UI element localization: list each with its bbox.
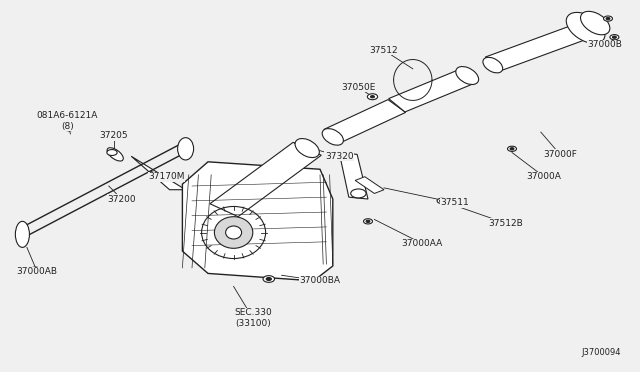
Polygon shape: [388, 70, 476, 112]
Ellipse shape: [295, 138, 319, 158]
Ellipse shape: [226, 226, 242, 239]
Ellipse shape: [580, 12, 610, 35]
Polygon shape: [485, 26, 584, 71]
Circle shape: [65, 126, 74, 131]
Circle shape: [107, 150, 117, 155]
Polygon shape: [339, 153, 368, 199]
Circle shape: [440, 200, 444, 202]
Ellipse shape: [566, 12, 605, 44]
Circle shape: [606, 17, 610, 20]
Ellipse shape: [322, 129, 344, 145]
Text: B: B: [51, 117, 54, 122]
Polygon shape: [324, 100, 406, 142]
Text: 37512B: 37512B: [488, 219, 523, 228]
Circle shape: [266, 278, 271, 280]
Circle shape: [32, 270, 38, 273]
Circle shape: [604, 16, 612, 21]
Text: 37000F: 37000F: [543, 150, 577, 159]
Text: 37170M: 37170M: [148, 172, 185, 181]
Circle shape: [612, 36, 616, 38]
Circle shape: [510, 148, 514, 150]
Ellipse shape: [456, 67, 479, 84]
Text: 37000AA: 37000AA: [402, 239, 443, 248]
Text: 37320: 37320: [325, 152, 353, 161]
Circle shape: [437, 198, 446, 203]
Text: 37000AB: 37000AB: [17, 267, 58, 276]
Ellipse shape: [178, 138, 193, 160]
Text: 37050E: 37050E: [341, 83, 376, 92]
Polygon shape: [210, 142, 321, 217]
Text: 37000A: 37000A: [527, 172, 561, 181]
Text: 37205: 37205: [100, 131, 128, 140]
Circle shape: [508, 146, 516, 151]
Text: 37000B: 37000B: [588, 40, 622, 49]
Polygon shape: [182, 162, 333, 281]
Circle shape: [47, 117, 58, 123]
Circle shape: [364, 219, 372, 224]
Ellipse shape: [107, 148, 124, 161]
Ellipse shape: [15, 221, 29, 247]
Text: 37000BA: 37000BA: [300, 276, 340, 285]
Text: 081A6-6121A
(8): 081A6-6121A (8): [36, 111, 98, 131]
Circle shape: [367, 94, 378, 100]
Circle shape: [597, 42, 606, 47]
Text: 37511: 37511: [440, 198, 468, 207]
Text: 37200: 37200: [108, 195, 136, 203]
Ellipse shape: [214, 217, 253, 248]
Circle shape: [366, 220, 370, 222]
Circle shape: [28, 267, 43, 276]
Circle shape: [610, 35, 619, 40]
Ellipse shape: [483, 57, 502, 73]
Polygon shape: [131, 156, 186, 190]
Text: SEC.330
(33100): SEC.330 (33100): [234, 308, 271, 328]
Text: J3700094: J3700094: [581, 348, 621, 357]
Circle shape: [351, 189, 366, 198]
Circle shape: [600, 44, 604, 46]
Circle shape: [371, 96, 374, 98]
Circle shape: [263, 276, 275, 282]
Polygon shape: [355, 177, 384, 193]
Text: 37512: 37512: [370, 46, 398, 55]
